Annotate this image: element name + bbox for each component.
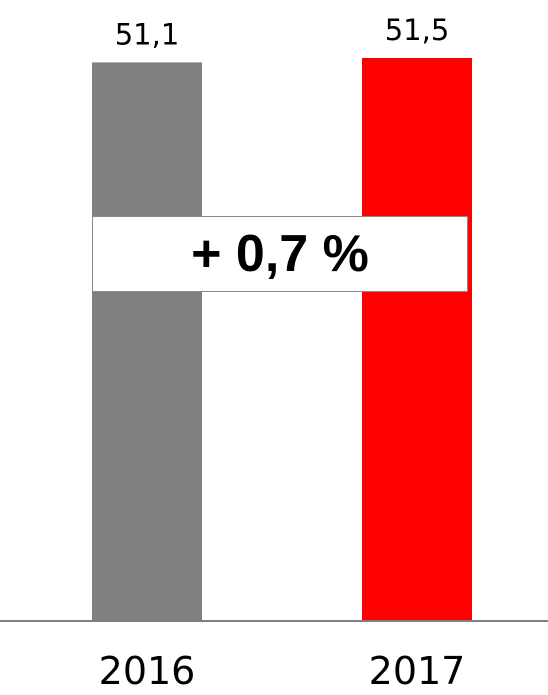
bars-group [92,58,472,622]
value-label-2017: 51,5 [385,13,450,47]
change-annotation-box: + 0,7 % [92,216,468,292]
labels-group: 51,1 2016 51,5 2017 [99,13,466,693]
category-label-2017: 2017 [369,649,466,693]
category-label-2016: 2016 [99,649,196,693]
change-annotation-label: + 0,7 % [191,225,369,283]
value-label-2016: 51,1 [115,17,180,51]
bar-2017 [362,58,472,621]
bar-2016 [92,62,202,622]
